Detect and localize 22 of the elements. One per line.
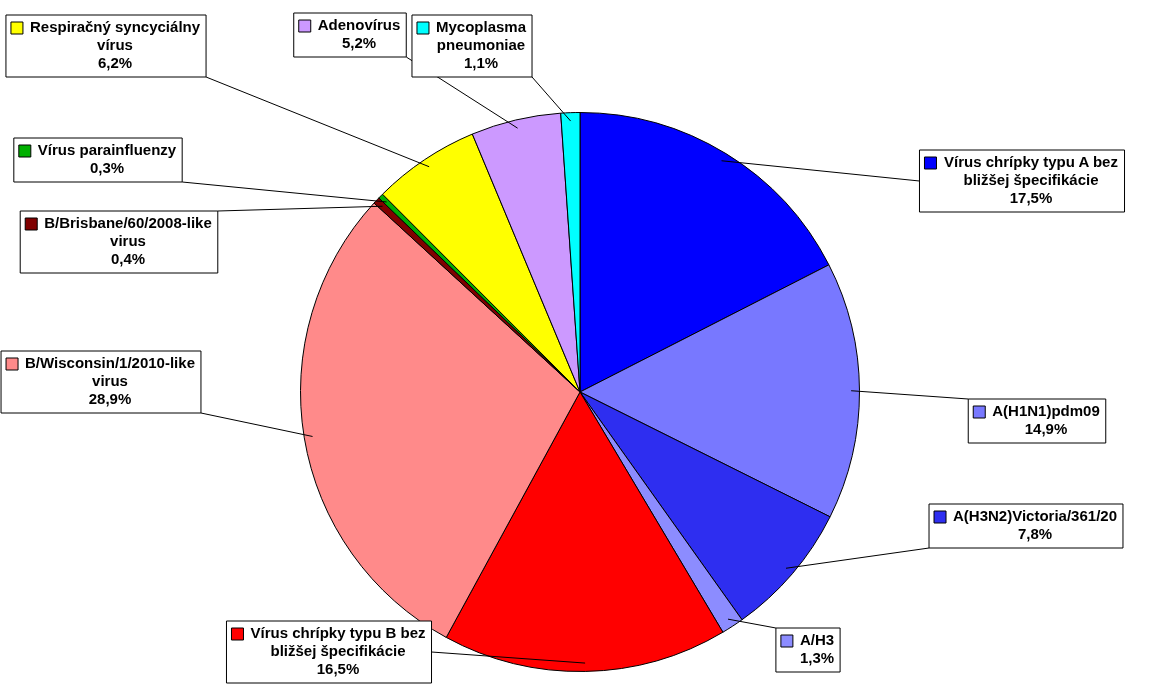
data-label: 14,9% <box>1024 420 1068 438</box>
legend-label: A(H1N1)pdm09 <box>992 402 1100 420</box>
data-label: 6,2% <box>97 54 133 72</box>
legend-label: Mycoplasma pneumoniae <box>435 18 527 54</box>
data-label: 0,3% <box>89 159 125 177</box>
data-label: 0,4% <box>110 250 146 268</box>
legend-label: Adenovírus <box>317 16 401 34</box>
legend-label: Vírus chrípky typu A bez bližšej špecifikácie <box>944 153 1118 189</box>
data-label: 16,5% <box>316 660 360 678</box>
legend-label: Respiračný syncyciálny vírus <box>29 18 201 54</box>
legend-label: A(H3N2)Victoria/361/20 <box>953 507 1117 525</box>
data-label: 28,9% <box>88 390 132 408</box>
legend-label: B/Brisbane/60/2008-like virus <box>44 214 212 250</box>
legend-label: Vírus parainfluenzy <box>37 141 177 159</box>
data-label: 17,5% <box>1009 189 1053 207</box>
legend-label: A/H3 <box>799 631 835 649</box>
legend-label: Vírus chrípky typu B bez bližšej špecifikácie <box>250 624 426 660</box>
data-label: 1,3% <box>799 649 835 667</box>
legend-label: B/Wisconsin/1/2010-like virus <box>25 354 195 390</box>
data-label: 1,1% <box>463 54 499 72</box>
data-label: 7,8% <box>1017 525 1053 543</box>
data-label: 5,2% <box>341 34 377 52</box>
